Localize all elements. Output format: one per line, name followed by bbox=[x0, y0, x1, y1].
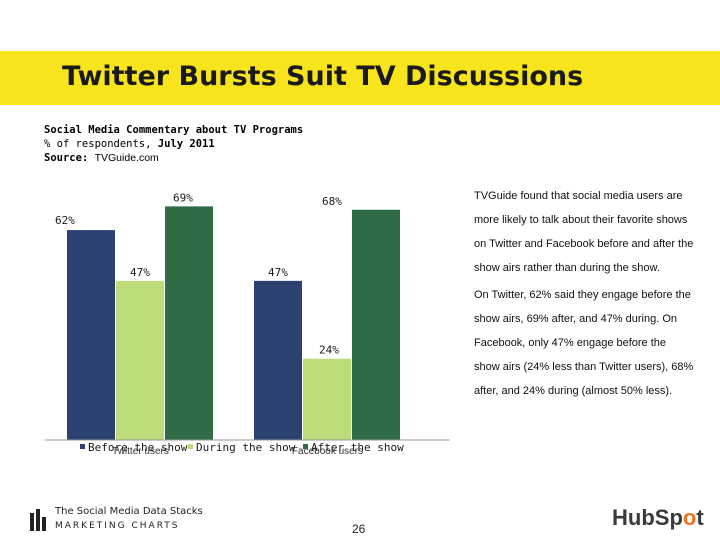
side-paragraph-2: On Twitter, 62% said they engage before … bbox=[474, 283, 693, 403]
legend-swatch bbox=[188, 444, 193, 449]
legend-label: After the show bbox=[311, 441, 404, 454]
legend-swatch bbox=[80, 444, 85, 449]
source-value: TVGuide.com bbox=[94, 152, 159, 164]
legend-label: During the show bbox=[196, 441, 296, 454]
footer-logo-subtitle: MARKETING CHARTS bbox=[55, 521, 180, 531]
side-p1-line: more likely to talk about their favorite… bbox=[474, 214, 688, 226]
data-label: 47% bbox=[268, 266, 288, 279]
side-p1-line: on Twitter and Facebook before and after… bbox=[474, 238, 694, 250]
bar-during-the-show-twitter-users bbox=[116, 280, 164, 440]
source-label: Source: bbox=[44, 152, 89, 164]
side-p2-line: after, and 24% during (almost 50% less). bbox=[474, 385, 673, 397]
legend-swatch bbox=[303, 444, 308, 449]
hubspot-logo: HubSpot bbox=[612, 505, 704, 530]
marketing-charts-logo-icon bbox=[30, 509, 50, 531]
bar-before-the-show-facebook-users bbox=[254, 280, 302, 440]
data-label: 68% bbox=[322, 195, 342, 208]
units-text: % of respondents, bbox=[44, 138, 152, 150]
side-p1-line: TVGuide found that social media users ar… bbox=[474, 190, 683, 202]
side-p2-line: Facebook, only 47% engage before the bbox=[474, 337, 667, 349]
side-p2-line: show airs (24% less than Twitter users),… bbox=[474, 361, 694, 373]
footer-logo-title: The Social Media Data Stacks bbox=[55, 506, 203, 517]
data-label: 69% bbox=[173, 191, 193, 204]
source-line: Source: TVGuide.com bbox=[44, 152, 159, 164]
title-bar bbox=[0, 51, 720, 105]
bar-after-the-show-facebook-users bbox=[352, 209, 400, 440]
side-paragraph-1: TVGuide found that social media users ar… bbox=[474, 184, 693, 280]
category-label: Facebook users bbox=[292, 446, 363, 457]
data-label: 24% bbox=[319, 344, 339, 357]
data-labels-group: 62% 47% 69% 47% 24% 68% bbox=[55, 191, 342, 356]
data-label: 62% bbox=[55, 214, 75, 227]
side-p2-line: show airs, 69% after, and 47% during. On bbox=[474, 313, 678, 325]
bar-during-the-show-facebook-users bbox=[303, 358, 351, 440]
bar-after-the-show-twitter-users bbox=[165, 206, 213, 440]
bars-group bbox=[67, 206, 400, 440]
side-p2-line: On Twitter, 62% said they engage before … bbox=[474, 289, 691, 301]
category-labels-group: Twitter users Facebook users bbox=[112, 446, 363, 457]
bar-before-the-show-twitter-users bbox=[67, 230, 115, 440]
survey-date: July 2011 bbox=[157, 138, 215, 150]
legend-label: Before the show bbox=[88, 441, 188, 454]
category-label: Twitter users bbox=[112, 446, 169, 457]
slide-title: Twitter Bursts Suit TV Discussions bbox=[62, 61, 584, 92]
side-p1-line: show airs rather than during the show. bbox=[474, 262, 660, 274]
chart-subtitle: Social Media Commentary about TV Program… bbox=[44, 124, 304, 136]
page-number: 26 bbox=[352, 522, 366, 536]
chart-units-line: % of respondents, July 2011 bbox=[44, 138, 215, 150]
data-label: 47% bbox=[130, 266, 150, 279]
legend: Before the show During the show After the … bbox=[80, 441, 404, 454]
